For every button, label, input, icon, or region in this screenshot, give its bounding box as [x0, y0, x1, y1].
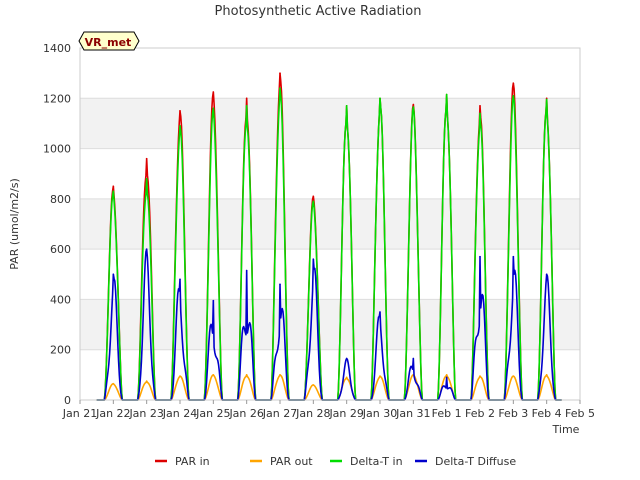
data-point — [379, 375, 381, 377]
x-tick-label: Feb 2 — [465, 407, 495, 420]
y-tick-label: 800 — [50, 193, 71, 206]
plot-background — [80, 48, 580, 400]
plot-band — [80, 148, 580, 199]
data-point — [412, 103, 415, 106]
data-point — [345, 105, 348, 107]
x-tick-label: Jan 25 — [195, 407, 230, 420]
data-point — [112, 273, 115, 276]
x-tick-label: Jan 28 — [295, 407, 330, 420]
data-point — [179, 278, 181, 281]
data-point — [445, 93, 448, 96]
data-point — [179, 110, 181, 112]
x-tick-label: Jan 24 — [162, 407, 197, 420]
x-tick-label: Jan 31 — [395, 407, 430, 420]
y-tick-label: 600 — [50, 243, 71, 256]
data-point — [279, 87, 281, 90]
data-point — [545, 97, 548, 100]
data-point — [245, 97, 248, 100]
data-point — [145, 380, 148, 382]
plot-band — [80, 299, 580, 350]
site-badge-label: VR_met — [85, 36, 132, 49]
data-point — [512, 375, 515, 377]
x-tick-label: Jan 29 — [328, 407, 363, 420]
data-point — [479, 375, 481, 377]
data-point — [445, 376, 448, 379]
legend-label: PAR out — [270, 455, 313, 468]
data-point — [312, 200, 315, 203]
plot-band — [80, 249, 580, 300]
site-badge-shape — [78, 31, 140, 51]
data-point — [179, 125, 181, 127]
data-point — [279, 374, 281, 376]
data-point — [312, 384, 315, 386]
data-point — [379, 311, 381, 313]
legend-label: PAR in — [175, 455, 210, 468]
plot-band — [80, 198, 580, 250]
y-tick-label: 0 — [64, 394, 71, 407]
x-tick-label: Feb 1 — [432, 407, 462, 420]
data-point — [245, 374, 248, 376]
data-point — [412, 357, 415, 360]
data-point — [279, 72, 281, 74]
data-point — [212, 91, 215, 93]
plot-band — [80, 349, 580, 400]
data-point — [312, 195, 315, 198]
plot-band — [80, 98, 580, 149]
data-point — [145, 177, 148, 180]
data-point — [112, 382, 115, 385]
data-point — [545, 98, 548, 101]
plot-frame — [79, 47, 581, 401]
data-point — [145, 248, 148, 250]
data-point — [245, 105, 248, 107]
chart-title: Photosynthetic Active Radiation — [215, 4, 422, 19]
legend-label: Delta-T Diffuse — [435, 455, 516, 468]
x-tick-label: Jan 23 — [128, 407, 163, 420]
data-point — [545, 273, 548, 276]
x-tick-label: Jan 21 — [62, 407, 97, 420]
y-tick-label: 1000 — [43, 143, 71, 156]
data-point — [279, 283, 281, 286]
x-tick-label: Jan 27 — [262, 407, 297, 420]
data-point — [212, 374, 215, 376]
data-point — [512, 94, 515, 97]
legend: PAR in PAR out Delta-T in Delta-T Diffuse — [155, 455, 516, 468]
y-tick-label: 1200 — [43, 92, 71, 105]
data-point — [345, 376, 348, 379]
x-tick-label: Jan 26 — [228, 407, 263, 420]
data-point — [212, 107, 215, 110]
data-point — [179, 375, 181, 377]
data-point — [379, 97, 381, 100]
x-axis-label: Time — [552, 423, 580, 436]
data-point — [512, 255, 515, 258]
x-tick-label: Feb 4 — [532, 407, 562, 420]
y-tick-label: 200 — [50, 344, 71, 357]
y-axis-ticks: 0 200 400 600 800 1000 1200 1400 — [43, 42, 71, 407]
y-tick-label: 400 — [50, 293, 71, 306]
x-tick-label: Feb 3 — [498, 407, 528, 420]
x-tick-label: Jan 22 — [95, 407, 130, 420]
data-point — [145, 157, 148, 160]
y-tick-label: 1400 — [43, 42, 71, 55]
plot-band — [80, 48, 580, 99]
x-tick-label: Feb 5 — [565, 407, 595, 420]
data-point — [512, 82, 515, 84]
data-point — [312, 258, 315, 261]
data-point — [445, 374, 448, 376]
y-axis-label: PAR (umol/m2/s) — [8, 178, 21, 270]
legend-label: Delta-T in — [350, 455, 403, 468]
x-tick-label: Jan 30 — [362, 407, 397, 420]
data-point — [479, 105, 481, 107]
data-point — [479, 255, 481, 258]
data-point — [112, 185, 115, 188]
data-point — [112, 190, 115, 193]
site-badge: VR_met — [78, 31, 140, 51]
data-point — [245, 269, 248, 272]
data-point — [479, 112, 481, 115]
data-point — [212, 299, 215, 302]
data-point — [345, 357, 348, 360]
data-point — [412, 106, 415, 108]
data-point — [545, 374, 548, 376]
